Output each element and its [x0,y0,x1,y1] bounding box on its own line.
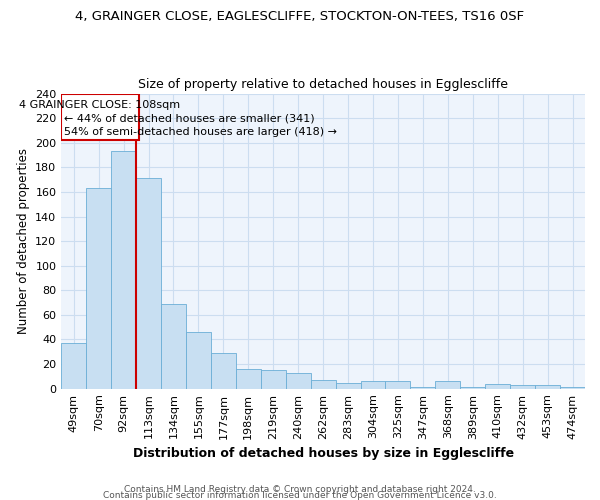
Text: Contains public sector information licensed under the Open Government Licence v3: Contains public sector information licen… [103,490,497,500]
Bar [186,332,211,388]
Bar [510,385,535,388]
Y-axis label: Number of detached properties: Number of detached properties [17,148,29,334]
Bar [436,382,460,388]
Bar [61,343,86,388]
Bar [385,382,410,388]
Title: Size of property relative to detached houses in Egglescliffe: Size of property relative to detached ho… [138,78,508,91]
Bar [286,372,311,388]
Bar [161,304,186,388]
FancyBboxPatch shape [61,94,139,140]
Bar [311,380,335,388]
X-axis label: Distribution of detached houses by size in Egglescliffe: Distribution of detached houses by size … [133,447,514,460]
Bar [136,178,161,388]
Bar [535,385,560,388]
Bar [111,152,136,388]
Bar [485,384,510,388]
Bar [211,353,236,388]
Text: Contains HM Land Registry data © Crown copyright and database right 2024.: Contains HM Land Registry data © Crown c… [124,484,476,494]
Text: 54% of semi-detached houses are larger (418) →: 54% of semi-detached houses are larger (… [64,127,337,137]
Bar [236,369,261,388]
Bar [86,188,111,388]
Text: ← 44% of detached houses are smaller (341): ← 44% of detached houses are smaller (34… [64,113,314,123]
Bar [361,382,385,388]
Bar [261,370,286,388]
Text: 4 GRAINGER CLOSE: 108sqm: 4 GRAINGER CLOSE: 108sqm [19,100,181,110]
Text: 4, GRAINGER CLOSE, EAGLESCLIFFE, STOCKTON-ON-TEES, TS16 0SF: 4, GRAINGER CLOSE, EAGLESCLIFFE, STOCKTO… [76,10,524,23]
Bar [335,382,361,388]
